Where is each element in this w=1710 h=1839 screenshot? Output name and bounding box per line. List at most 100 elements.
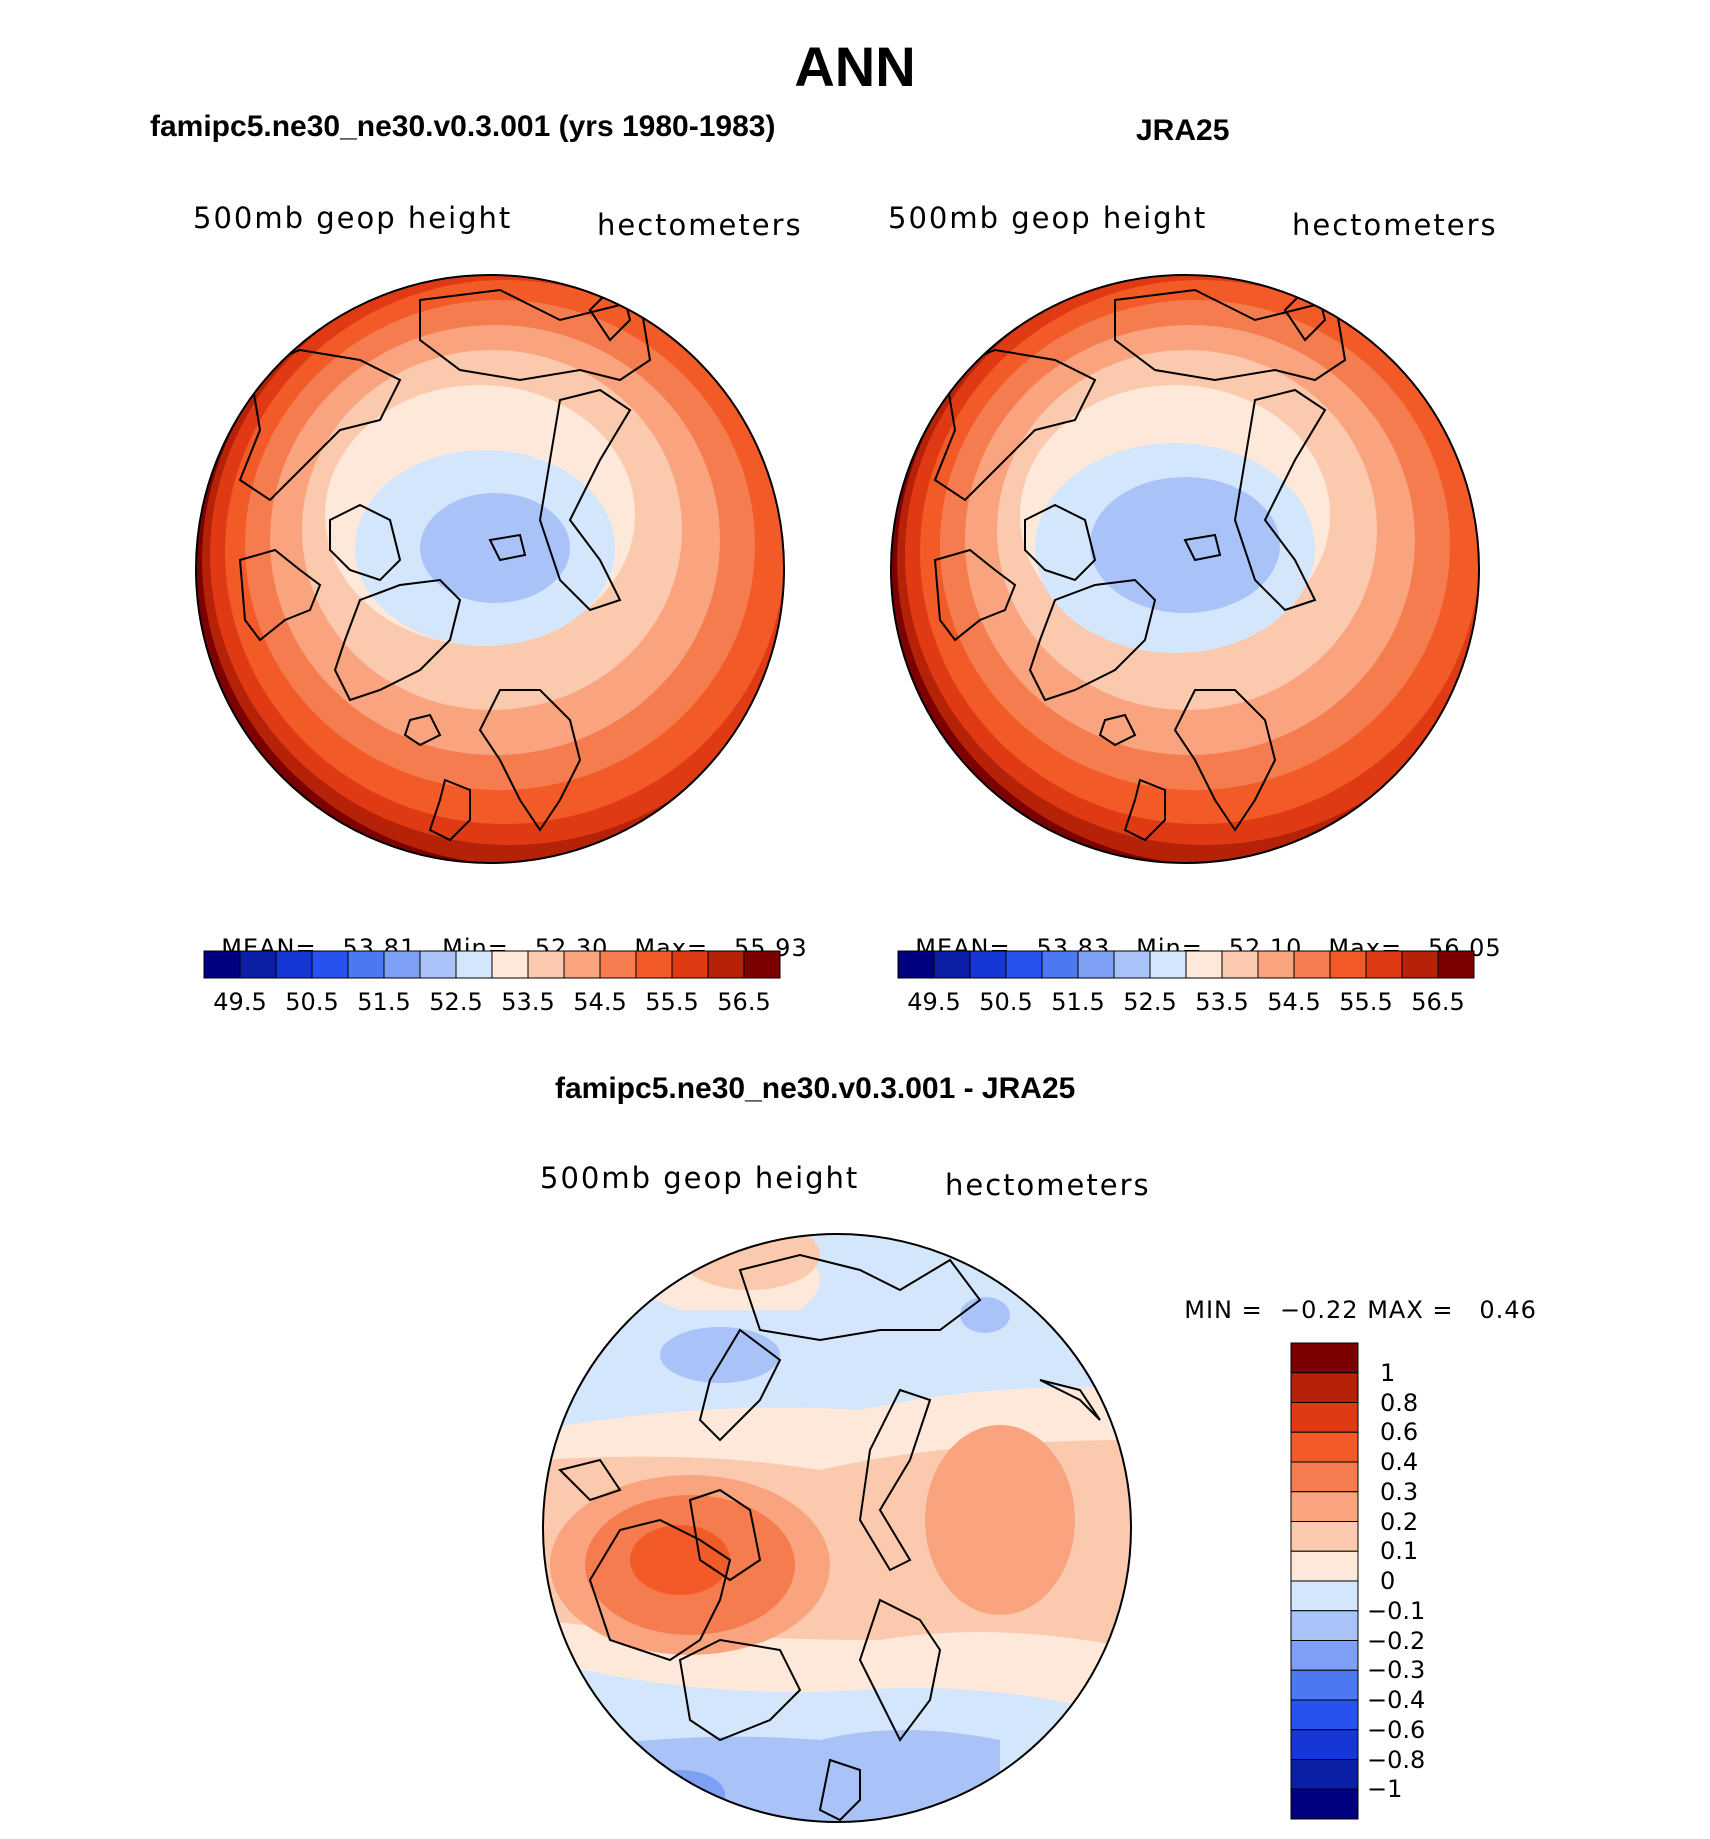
colorbar-swatch bbox=[1221, 950, 1259, 979]
colorbar-tick-label: 0.3 bbox=[1380, 1477, 1419, 1506]
colorbar-swatch bbox=[1290, 1580, 1359, 1612]
colorbar-tick-label: 55.5 bbox=[645, 988, 699, 1016]
colorbar-tick-label: 51.5 bbox=[1051, 988, 1105, 1016]
colorbar-tick-label: 51.5 bbox=[357, 988, 411, 1016]
colorbar-swatch bbox=[969, 950, 1007, 979]
colorbar-tick-label: 0.2 bbox=[1380, 1507, 1419, 1536]
colorbar-tick-label: 50.5 bbox=[285, 988, 339, 1016]
stats-min: −0.22 bbox=[1280, 1296, 1359, 1324]
colorbar-diff bbox=[1290, 1342, 1359, 1820]
colorbar-swatch bbox=[1290, 1610, 1359, 1641]
colorbar-swatch bbox=[933, 950, 971, 979]
colorbar-swatch bbox=[311, 950, 349, 979]
coastlines bbox=[238, 278, 652, 842]
colorbar-swatch bbox=[1290, 1342, 1359, 1374]
colorbar-swatch bbox=[1329, 950, 1367, 979]
colorbar-tick-label: −0.3 bbox=[1367, 1656, 1426, 1685]
colorbar-swatch bbox=[1185, 950, 1223, 979]
colorbar-swatch bbox=[1401, 950, 1439, 979]
map-border-diff bbox=[542, 1233, 1132, 1823]
coastlines bbox=[933, 278, 1347, 842]
colorbar-model bbox=[203, 950, 781, 979]
colorbar-tick-label: 0 bbox=[1380, 1567, 1396, 1595]
colorbar-swatch bbox=[1257, 950, 1295, 979]
colorbar-swatch bbox=[1290, 1788, 1359, 1820]
panel-title-obs: JRA25 bbox=[1136, 114, 1230, 147]
units-label-model: hectometers bbox=[597, 208, 803, 242]
colorbar-swatch bbox=[1149, 950, 1187, 979]
colorbar-swatch bbox=[347, 950, 385, 979]
stats-max: 0.46 bbox=[1479, 1296, 1537, 1324]
colorbar-swatch bbox=[383, 950, 421, 979]
band-pos-0-3-east bbox=[925, 1425, 1075, 1615]
colorbar-tick-label: 49.5 bbox=[213, 988, 267, 1016]
colorbar-swatch bbox=[1290, 1402, 1359, 1433]
colorbar-tick-label: 0.8 bbox=[1380, 1388, 1419, 1417]
colorbar-swatch bbox=[1005, 950, 1043, 979]
colorbar-tick-label: −0.6 bbox=[1367, 1715, 1426, 1744]
colorbar-swatch bbox=[419, 950, 457, 979]
colorbar-swatch bbox=[1365, 950, 1403, 979]
colorbar-swatch bbox=[1437, 950, 1475, 979]
units-label-obs: hectometers bbox=[1292, 208, 1498, 242]
units-label-diff: hectometers bbox=[945, 1168, 1151, 1202]
colorbar-tick-label: 0.6 bbox=[1380, 1418, 1419, 1447]
colorbar-tick-label: 49.5 bbox=[907, 988, 961, 1016]
colorbar-swatch bbox=[1290, 1640, 1359, 1671]
colorbar-swatch bbox=[491, 950, 529, 979]
band-neg-south bbox=[560, 1730, 1000, 1822]
colorbar-swatch bbox=[1290, 1669, 1359, 1701]
variable-label-model: 500mb geop height bbox=[193, 201, 513, 235]
colorbar-swatch bbox=[743, 950, 781, 979]
variable-label-diff: 500mb geop height bbox=[540, 1161, 860, 1195]
band-51-5 bbox=[1090, 477, 1280, 613]
colorbar-tick-label: 53.5 bbox=[501, 988, 555, 1016]
colorbar-swatch bbox=[275, 950, 313, 979]
colorbar-tick-label: −0.1 bbox=[1367, 1596, 1426, 1625]
colorbar-swatch bbox=[1290, 1461, 1359, 1493]
colorbar-swatch bbox=[1293, 950, 1331, 979]
colorbar-swatch bbox=[455, 950, 493, 979]
colorbar-tick-label: 50.5 bbox=[979, 988, 1033, 1016]
colorbar-swatch bbox=[897, 950, 935, 979]
stats-diff: MIN = −0.22 MAX = 0.46 bbox=[1167, 1268, 1537, 1324]
colorbar-swatch bbox=[1290, 1550, 1359, 1582]
colorbar-tick-label: 53.5 bbox=[1195, 988, 1249, 1016]
colorbar-swatch bbox=[1290, 1699, 1359, 1731]
band-neg-ne bbox=[960, 1297, 1010, 1333]
colorbar-swatch bbox=[563, 950, 601, 979]
map-diff bbox=[543, 1234, 1131, 1822]
variable-label-obs: 500mb geop height bbox=[888, 201, 1208, 235]
panel-title-model: famipc5.ne30_ne30.v0.3.001 (yrs 1980-198… bbox=[150, 110, 776, 143]
colorbar-tick-label: 52.5 bbox=[429, 988, 483, 1016]
colorbar-swatch bbox=[239, 950, 277, 979]
colorbar-swatch bbox=[635, 950, 673, 979]
coastlines bbox=[558, 1253, 1101, 1822]
colorbar-swatch bbox=[671, 950, 709, 979]
colorbar-tick-label: 56.5 bbox=[1411, 988, 1465, 1016]
colorbar-tick-label: 56.5 bbox=[717, 988, 771, 1016]
colorbar-swatch bbox=[1290, 1759, 1359, 1790]
colorbar-swatch bbox=[1113, 950, 1151, 979]
colorbar-tick-label: 0.1 bbox=[1380, 1537, 1419, 1566]
colorbar-tick-label: 52.5 bbox=[1123, 988, 1177, 1016]
map-border-model bbox=[195, 274, 785, 864]
colorbar-obs bbox=[897, 950, 1475, 979]
colorbar-tick-label: 1 bbox=[1380, 1358, 1396, 1387]
colorbar-swatch bbox=[599, 950, 637, 979]
colorbar-swatch bbox=[1290, 1729, 1359, 1760]
colorbar-tick-label: −0.2 bbox=[1367, 1626, 1426, 1655]
stats-min-label: MIN = bbox=[1184, 1296, 1263, 1324]
band-neg-north bbox=[660, 1327, 780, 1383]
colorbar-swatch bbox=[1290, 1372, 1359, 1403]
colorbar-tick-label: 0.4 bbox=[1380, 1448, 1419, 1476]
colorbar-tick-label: 54.5 bbox=[573, 988, 627, 1016]
colorbar-swatch bbox=[1077, 950, 1115, 979]
panel-title-diff: famipc5.ne30_ne30.v0.3.001 - JRA25 bbox=[555, 1072, 1076, 1105]
colorbar-swatch bbox=[707, 950, 745, 979]
colorbar-tick-label: 54.5 bbox=[1267, 988, 1321, 1016]
map-model bbox=[196, 275, 784, 863]
map-border-obs bbox=[890, 274, 1480, 864]
colorbar-swatch bbox=[203, 950, 241, 979]
